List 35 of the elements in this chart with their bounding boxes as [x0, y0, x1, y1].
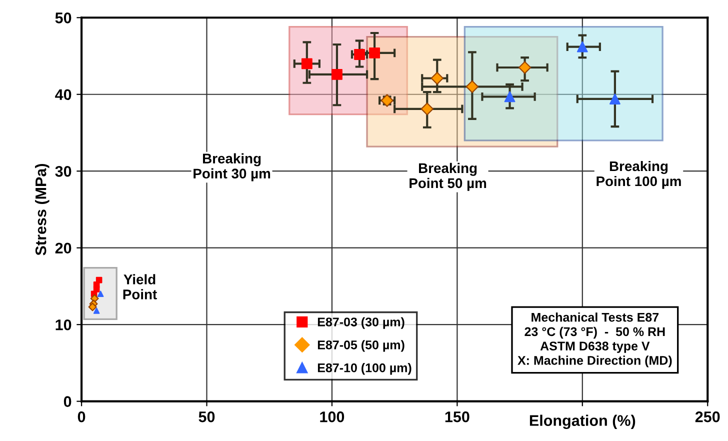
point — [430, 72, 444, 85]
point — [609, 94, 620, 104]
annotation: Breaking Point 50 µm — [410, 162, 486, 191]
annotation: Breaking Point 100 µm — [596, 160, 681, 189]
x-axis-title: Elongation (%) — [530, 414, 636, 430]
point — [518, 61, 532, 74]
legend-label: E87-10 (100 µm) — [318, 363, 412, 375]
y-tick-label: 20 — [55, 242, 72, 254]
x-tick-label: 250 — [695, 411, 720, 422]
point — [332, 68, 342, 80]
y-tick-label: 30 — [55, 166, 72, 177]
y-tick-label: 10 — [56, 319, 72, 330]
point — [97, 290, 104, 298]
x-tick-label: 50 — [198, 411, 215, 422]
point — [93, 308, 100, 314]
annotation: Mechanical Tests E87 23 °C (73 °F) - 50 % RH ASTM D638 type V X: Machine Direction (MD) — [518, 312, 672, 368]
annotation: Breaking Point 30 µm — [194, 153, 270, 182]
y-tick-label: 0 — [64, 396, 72, 407]
point — [88, 302, 97, 312]
annotation: Yield Point — [123, 274, 157, 300]
point — [504, 91, 516, 102]
point — [354, 49, 365, 60]
point — [576, 41, 588, 52]
x-tick-label: 100 — [320, 411, 344, 422]
y-tick-label: 40 — [55, 89, 72, 100]
legend-label: E87-03 (30 µm) — [318, 317, 404, 329]
x-tick-label: 0 — [78, 411, 86, 422]
point — [420, 102, 434, 116]
point — [369, 47, 380, 58]
y-tick-label: 50 — [55, 12, 72, 24]
point — [301, 58, 312, 70]
y-axis-title: Stress (MPa) — [35, 164, 50, 256]
legend-label: E87-05 (50 µm) — [318, 340, 404, 352]
x-tick-label: 150 — [445, 411, 470, 422]
point — [466, 80, 479, 94]
